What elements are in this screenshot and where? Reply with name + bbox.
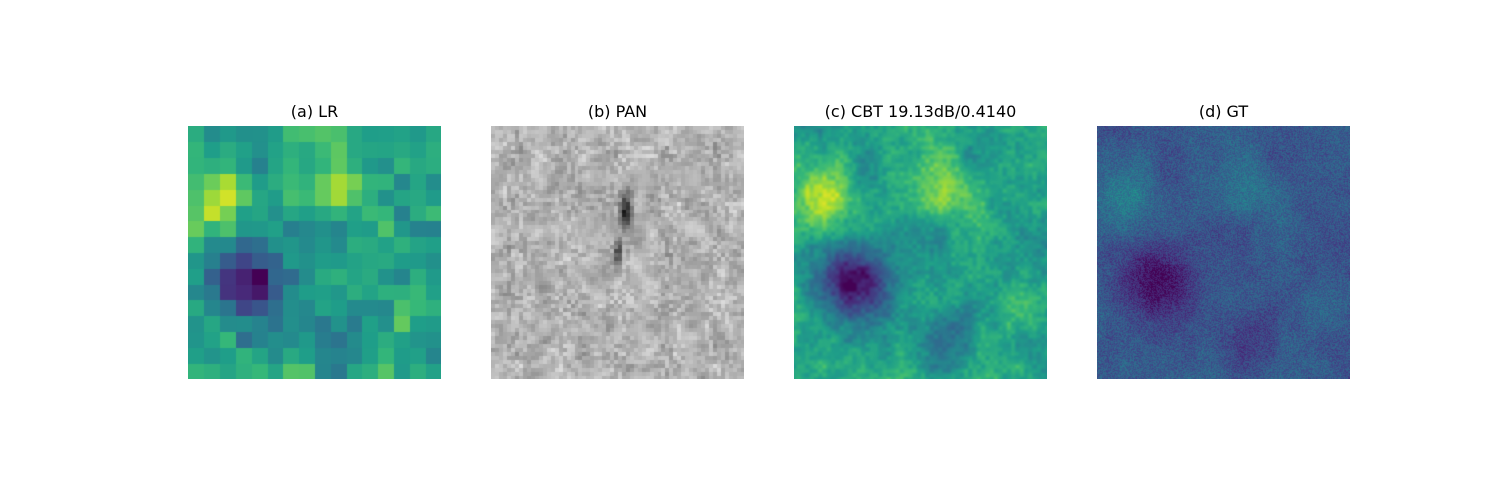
panel-title-cbt: (c) CBT 19.13dB/0.4140 bbox=[824, 102, 1017, 121]
panel-title-lr: (a) LR bbox=[290, 102, 339, 121]
panel-pan: (b) PAN bbox=[491, 100, 744, 379]
cbt-image bbox=[794, 126, 1047, 379]
panel-title-pan: (b) PAN bbox=[587, 102, 648, 121]
lr-image bbox=[188, 126, 441, 379]
panel-gt: (d) GT bbox=[1097, 100, 1350, 379]
panel-cbt: (c) CBT 19.13dB/0.4140 bbox=[794, 100, 1047, 379]
panel-lr: (a) LR bbox=[188, 100, 441, 379]
pan-image bbox=[491, 126, 744, 379]
gt-image bbox=[1097, 126, 1350, 379]
panel-title-gt: (d) GT bbox=[1198, 102, 1249, 121]
